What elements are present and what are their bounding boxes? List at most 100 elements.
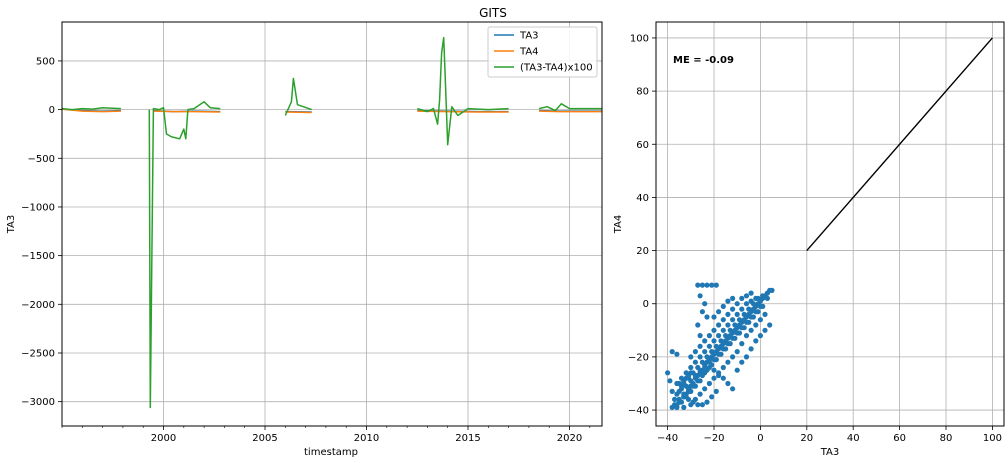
scatter-point [704, 282, 710, 288]
timeseries-legend: TA3 TA4 (TA3-TA4)x100 [487, 26, 598, 78]
timeseries-frame [61, 21, 603, 427]
timeseries-ticks: 2000 2005 2010 2015 2020 500 0 −500 −1000 −1500 −2… [21, 56, 591, 444]
series-line-ta3-ta4-x100 [538, 103, 602, 112]
scatter-point [743, 354, 750, 360]
scatter-point [748, 346, 754, 352]
timeseries-y-tick-label: 0 [49, 105, 55, 116]
scatter-point [743, 293, 750, 299]
scatter-point [720, 327, 726, 333]
scatter-point [711, 338, 717, 344]
scatter-x-tick-label: 100 [983, 433, 1002, 444]
timeseries-x-tick-label: 2005 [252, 433, 277, 444]
scatter-point [730, 354, 736, 360]
scatter-x-tick-label: 80 [940, 433, 953, 444]
scatter-point [760, 293, 766, 299]
scatter-point [757, 333, 764, 339]
scatter-point [699, 309, 706, 315]
scatter-point [711, 375, 717, 381]
scatter-point [743, 333, 750, 339]
series-line-ta3-ta4-x100 [62, 106, 121, 111]
scatter-point [692, 359, 699, 365]
scatter-grid [656, 22, 1004, 426]
scatter-point [704, 354, 710, 360]
timeseries-y-tick-label: −1000 [21, 202, 55, 213]
scatter-point [725, 341, 731, 347]
scatter-y-tick-label: 0 [643, 299, 649, 310]
scatter-point [730, 335, 736, 341]
scatter-point [720, 346, 726, 352]
scatter-point [702, 338, 708, 344]
timeseries-x-tick-label: 2010 [354, 433, 379, 444]
scatter-point [702, 349, 708, 355]
scatter-y-axis-label: TA4 [613, 215, 624, 235]
scatter-point [734, 349, 740, 355]
scatter-point [753, 309, 759, 315]
scatter-point [667, 378, 673, 384]
scatter-point [739, 306, 745, 312]
scatter-point [743, 319, 750, 325]
series-line-ta3-ta4-x100 [148, 101, 221, 409]
scatter-point [750, 301, 757, 307]
scatter-point [681, 404, 687, 410]
scatter-point [702, 386, 708, 392]
scatter-point [716, 322, 722, 328]
scatter-point [681, 380, 687, 387]
scatter-point [725, 322, 731, 328]
scatter-point [709, 349, 715, 355]
scatter-point [685, 388, 692, 394]
scatter-point [753, 338, 759, 344]
scatter-point [692, 349, 699, 355]
scatter-point [716, 372, 722, 379]
scatter-point [734, 301, 740, 307]
scatter-point [699, 372, 706, 379]
scatter-point [741, 311, 747, 317]
series-line-ta4 [539, 110, 602, 113]
scatter-point [720, 303, 726, 309]
scatter-point [711, 357, 717, 363]
scatter-x-axis-label: TA3 [820, 447, 840, 458]
scatter-point [699, 359, 706, 365]
scatter-point [720, 317, 726, 323]
timeseries-y-tick-label: 500 [36, 56, 55, 67]
scatter-point [711, 314, 717, 320]
scatter-point [706, 333, 713, 339]
scatter-frame [655, 21, 1005, 427]
timeseries-panel: 2000 2005 2010 2015 2020 500 0 −500 −1000 −1500 −2… [6, 6, 603, 458]
mean-error-annotation: ME = -0.09 [673, 55, 734, 66]
scatter-x-tick-label: 40 [847, 433, 860, 444]
scatter-point [725, 359, 731, 365]
scatter-point [748, 327, 754, 333]
timeseries-lines [62, 36, 602, 409]
legend-box [487, 26, 598, 78]
scatter-point [688, 354, 694, 360]
legend-label-ta3-ta4-x100: (TA3-TA4)x100 [520, 63, 593, 74]
scatter-point [695, 322, 701, 328]
scatter-point [702, 364, 708, 371]
scatter-point [688, 364, 694, 371]
scatter-point [711, 327, 717, 333]
scatter-point [699, 402, 706, 408]
scatter-x-tick-label: 0 [757, 433, 763, 444]
scatter-point [757, 317, 764, 323]
scatter-point [713, 282, 719, 288]
scatter-point [669, 349, 675, 355]
scatter-point [730, 295, 736, 301]
scatter-point [769, 287, 775, 293]
scatter-point [695, 378, 701, 384]
scatter-point [676, 388, 682, 394]
scatter-point [716, 351, 722, 357]
scatter-point [718, 338, 724, 344]
scatter-point [704, 399, 710, 405]
one-to-one-line [806, 37, 993, 252]
timeseries-y-tick-label: −2000 [21, 300, 55, 311]
timeseries-y-axis-label: TA3 [6, 215, 17, 235]
scatter-point [697, 367, 703, 373]
scatter-y-tick-label: 20 [636, 246, 649, 257]
scatter-point [706, 343, 713, 349]
scatter-points [665, 282, 775, 410]
scatter-x-tick-label: −20 [703, 433, 724, 444]
scatter-point [732, 322, 738, 328]
scatter-point [704, 314, 710, 320]
scatter-point [748, 290, 754, 296]
